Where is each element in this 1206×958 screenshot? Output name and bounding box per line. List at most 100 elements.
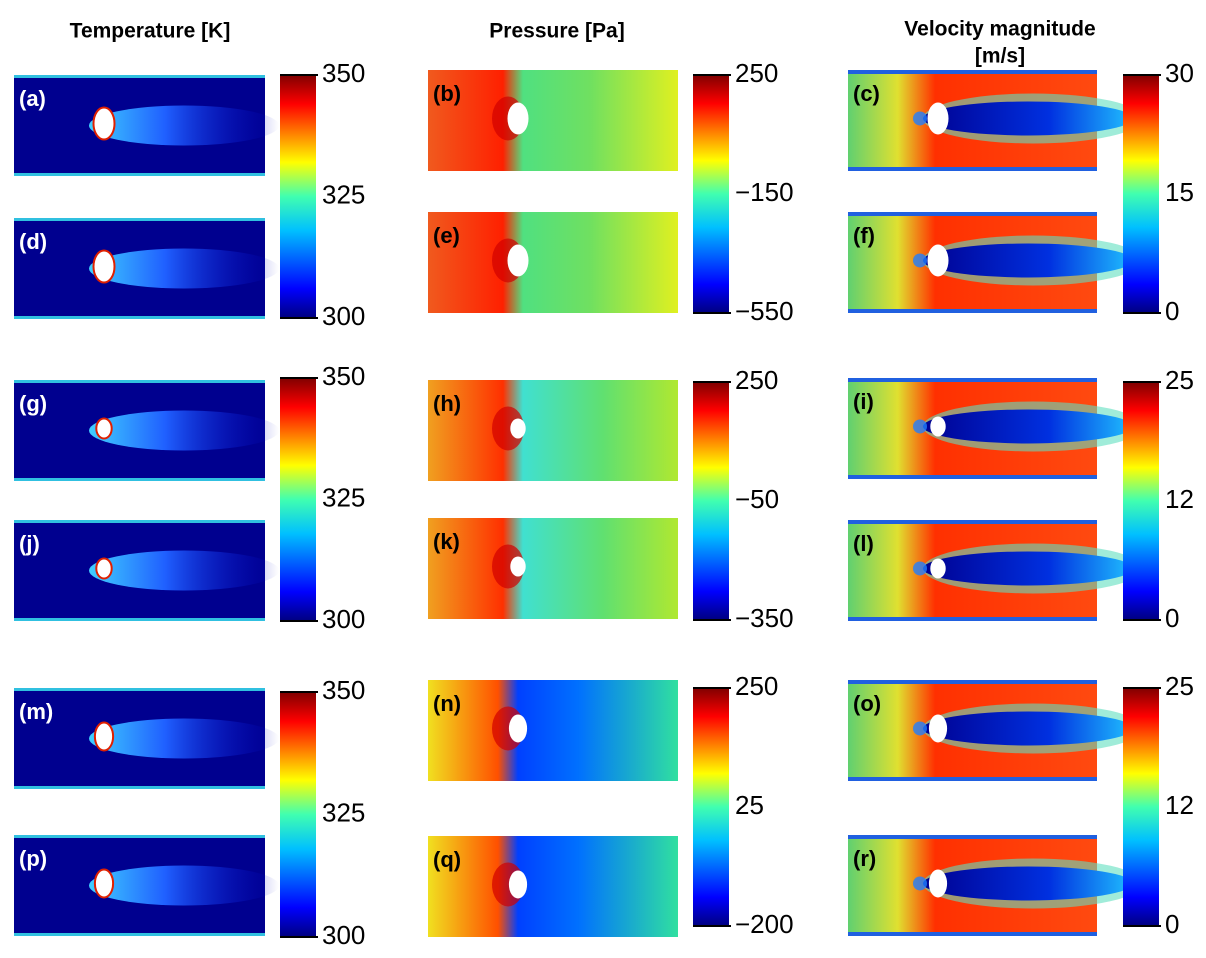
- contour-panel: [428, 680, 678, 781]
- wall: [14, 218, 265, 221]
- stagnation: [913, 111, 927, 126]
- wall: [848, 520, 1097, 524]
- panel-label: (e): [433, 223, 460, 248]
- stagnation: [913, 561, 927, 576]
- wall: [14, 316, 265, 319]
- wall: [14, 75, 265, 78]
- colorbar-label: 325: [322, 797, 365, 827]
- contour-panel: [428, 70, 678, 171]
- colorbar-label: 250: [735, 671, 778, 701]
- contour-panel: [428, 518, 678, 619]
- panel-label: (h): [433, 391, 461, 416]
- panel-label: (d): [19, 229, 47, 254]
- colorbar-label: 325: [322, 179, 365, 209]
- colorbar: [280, 378, 316, 621]
- colorbar-label: −350: [735, 603, 794, 633]
- obstacle: [508, 870, 528, 899]
- colorbar-label: 0: [1165, 603, 1179, 633]
- contour-panel: [848, 212, 1143, 313]
- wall: [14, 520, 265, 523]
- obstacle: [928, 869, 948, 898]
- panel-label: (j): [19, 531, 40, 556]
- panel-label: (g): [19, 391, 47, 416]
- panel-label: (l): [853, 531, 874, 556]
- wake: [89, 105, 279, 146]
- obstacle: [93, 721, 115, 752]
- wall: [848, 932, 1097, 936]
- wall: [848, 835, 1097, 839]
- contour-panel: [848, 70, 1143, 171]
- wake: [923, 243, 1133, 278]
- field: [428, 70, 678, 171]
- contour-panel: [848, 520, 1143, 621]
- panel-label: (f): [853, 223, 875, 248]
- panel-label: (p): [19, 846, 47, 871]
- wall: [848, 212, 1097, 216]
- contour-panel: [14, 835, 279, 936]
- wall: [14, 618, 265, 621]
- obstacle: [508, 714, 528, 743]
- panel-label: (c): [853, 81, 880, 106]
- colorbar-label: 250: [735, 365, 778, 395]
- stagnation: [913, 253, 927, 268]
- obstacle: [510, 556, 526, 577]
- contour-panel: [14, 688, 279, 789]
- field: [428, 836, 678, 937]
- wall: [848, 617, 1097, 621]
- colorbar-label: 350: [322, 361, 365, 391]
- contour-panel: [428, 836, 678, 937]
- stagnation: [913, 419, 927, 434]
- wall: [14, 786, 265, 789]
- colorbar-label: 350: [322, 675, 365, 705]
- colorbar: [693, 688, 729, 926]
- colorbar-label: 0: [1165, 909, 1179, 939]
- column-title: Pressure [Pa]: [489, 20, 624, 43]
- wall: [14, 478, 265, 481]
- colorbar: [1123, 75, 1159, 313]
- panel-label: (r): [853, 846, 876, 871]
- wall: [14, 688, 265, 691]
- obstacle: [510, 418, 526, 439]
- column-title: Temperature [K]: [70, 20, 231, 43]
- wall: [848, 70, 1097, 74]
- wake: [89, 865, 279, 906]
- colorbar-label: 250: [735, 58, 778, 88]
- obstacle: [927, 102, 949, 135]
- stagnation: [913, 721, 927, 736]
- wake: [923, 409, 1133, 444]
- colorbar-label: 300: [322, 920, 365, 950]
- colorbar: [1123, 382, 1159, 620]
- field: [428, 212, 678, 313]
- wake: [89, 718, 279, 759]
- wall: [14, 835, 265, 838]
- colorbar-label: 325: [322, 482, 365, 512]
- colorbar-label: −200: [735, 909, 794, 939]
- wake: [923, 101, 1133, 136]
- colorbar-label: 25: [735, 790, 764, 820]
- contour-panel: [428, 380, 678, 481]
- stagnation: [913, 876, 927, 891]
- obstacle: [92, 249, 116, 284]
- field: [428, 680, 678, 781]
- colorbar-label: 0: [1165, 296, 1179, 326]
- colorbar-label: 12: [1165, 484, 1194, 514]
- colorbar-label: 300: [322, 301, 365, 331]
- obstacle: [93, 868, 115, 899]
- obstacle: [930, 416, 946, 437]
- obstacle: [507, 244, 529, 277]
- contour-panel: [14, 218, 279, 319]
- wall: [14, 380, 265, 383]
- wall: [848, 309, 1097, 313]
- wall: [848, 777, 1097, 781]
- wake: [89, 248, 279, 289]
- colorbar: [1123, 688, 1159, 926]
- field: [428, 518, 678, 619]
- panel-label: (k): [433, 529, 460, 554]
- stagnation: [492, 406, 524, 451]
- panel-label: (i): [853, 389, 874, 414]
- obstacle: [928, 714, 948, 743]
- colorbar: [280, 75, 316, 318]
- contour-panel: [14, 380, 279, 481]
- wall: [848, 378, 1097, 382]
